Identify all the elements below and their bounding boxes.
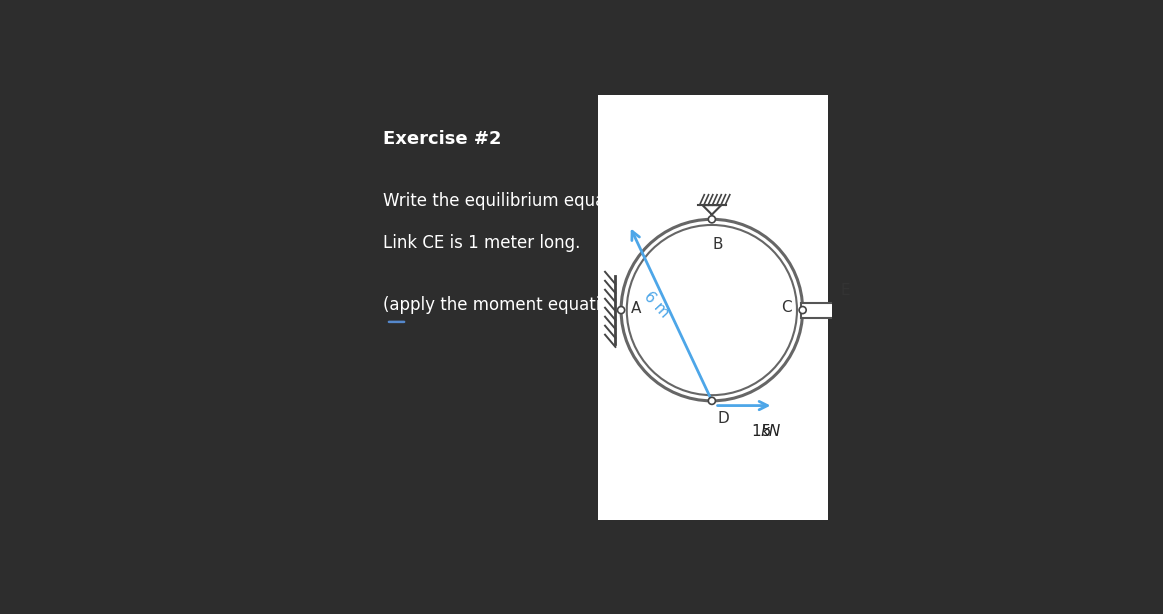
- Text: A: A: [630, 301, 641, 316]
- Text: C: C: [782, 300, 792, 315]
- Text: Link CE is 1 meter long.: Link CE is 1 meter long.: [384, 235, 580, 252]
- Circle shape: [799, 306, 806, 314]
- Circle shape: [708, 397, 715, 405]
- Text: kN: kN: [761, 424, 780, 438]
- Text: Write the equilibrium equations for the system.: Write the equilibrium equations for the …: [384, 192, 778, 210]
- Text: 6 m: 6 m: [641, 289, 672, 321]
- Bar: [801, 303, 836, 317]
- Text: D: D: [718, 411, 729, 426]
- Text: Exercise #2: Exercise #2: [384, 130, 501, 149]
- Text: 15: 15: [752, 424, 776, 438]
- Text: (apply the moment equation at point A): (apply the moment equation at point A): [384, 296, 714, 314]
- FancyBboxPatch shape: [599, 95, 828, 521]
- Circle shape: [708, 216, 715, 223]
- Text: B: B: [712, 237, 722, 252]
- Text: E: E: [841, 282, 850, 298]
- Circle shape: [618, 306, 625, 314]
